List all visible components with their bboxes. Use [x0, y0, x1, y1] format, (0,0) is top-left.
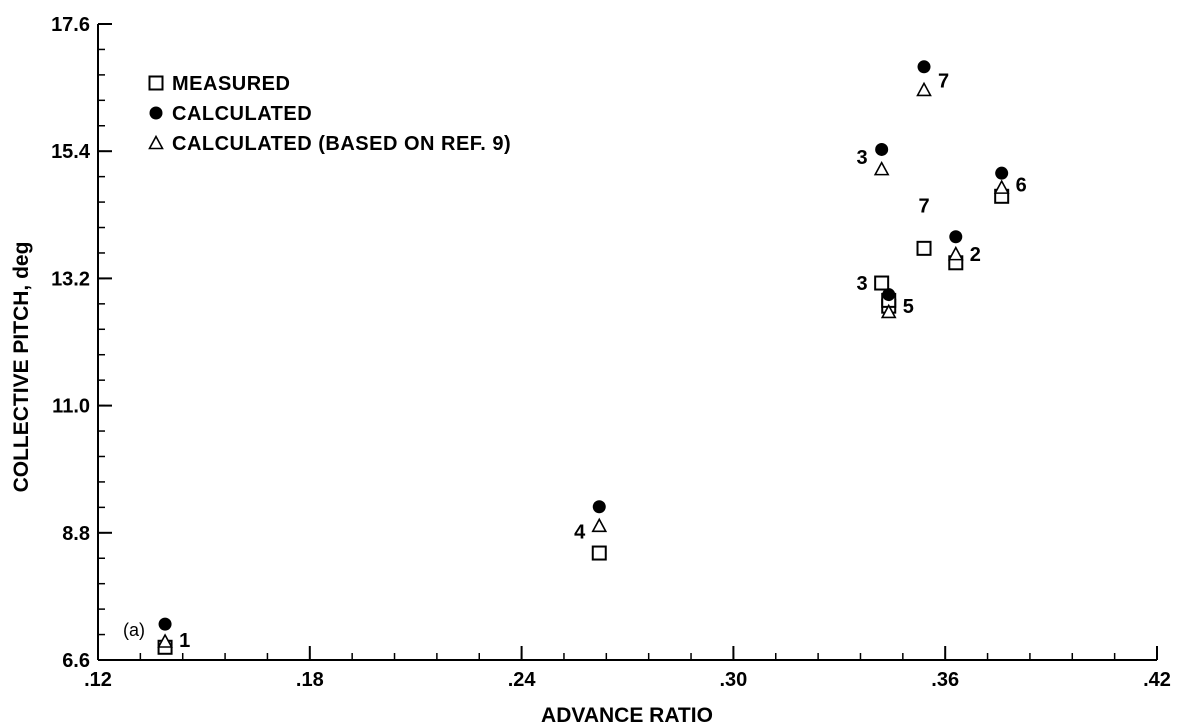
legend-entry-label: CALCULATED (BASED ON REF. 9) — [172, 133, 511, 155]
point-square-open — [916, 240, 932, 256]
point-triangle-open — [157, 633, 173, 648]
point-label: 2 — [970, 244, 981, 266]
point-triangle-open — [873, 160, 890, 176]
y-tick-label: 13.2 — [51, 268, 90, 290]
point-labels: 1 4 3 3 5 7 7 2 6 — [179, 71, 1027, 652]
point-square-open — [874, 275, 890, 291]
point-label: 3 — [857, 147, 868, 169]
point-triangle-open — [880, 303, 897, 319]
point-circle-filled — [949, 230, 963, 244]
y-tick-label: 15.4 — [51, 141, 91, 163]
x-axis-title: ADVANCE RATIO — [541, 704, 713, 727]
point-triangle-open — [947, 245, 964, 261]
point-circle-filled — [995, 166, 1009, 180]
x-tick-label: .36 — [931, 669, 959, 691]
y-tick-label: 11.0 — [52, 396, 90, 418]
legend-marker-circle-filled — [149, 106, 163, 120]
x-tick-label: .12 — [84, 669, 112, 691]
y-tick-label: 6.6 — [62, 650, 90, 672]
x-tick-label: .24 — [508, 669, 537, 691]
point-triangle-open — [916, 81, 932, 97]
axes — [97, 24, 1157, 661]
legend-marker-triangle-open — [148, 134, 164, 150]
y-axis-title: COLLECTIVE PITCH, deg — [10, 242, 33, 493]
y-tick-label: 17.6 — [51, 14, 90, 36]
point-circle-filled — [882, 288, 896, 302]
x-tick-label: .42 — [1143, 669, 1171, 691]
legend-marker-square-open — [148, 75, 164, 91]
point-label: 5 — [903, 296, 914, 318]
legend-entry-label: MEASURED — [172, 73, 290, 95]
axis-ticks: .12 .18 .24 .30 .36 .42 6.6 8.8 11.0 13.2 15.4 17.6 — [51, 14, 1171, 691]
point-label: 3 — [857, 273, 868, 295]
point-circle-filled — [158, 617, 172, 631]
legend-entry-label: CALCULATED — [172, 103, 312, 125]
y-tick-label: 8.8 — [62, 523, 90, 545]
data-points — [157, 60, 1010, 655]
point-label: 7 — [938, 71, 949, 93]
point-label: 6 — [1016, 175, 1027, 197]
point-circle-filled — [592, 500, 606, 514]
x-tick-label: .30 — [719, 669, 747, 691]
point-triangle-open — [591, 517, 608, 533]
point-label: 7 — [918, 196, 929, 218]
point-circle-filled — [917, 60, 931, 74]
point-label: 4 — [574, 522, 586, 544]
point-circle-filled — [875, 142, 889, 156]
point-label: 1 — [179, 630, 190, 652]
point-square-open — [591, 545, 607, 561]
x-tick-label: .18 — [296, 669, 324, 691]
panel-label: (a) — [123, 620, 145, 640]
legend: MEASURED CALCULATED CALCULATED (BASED ON R… — [148, 73, 511, 155]
point-triangle-open — [993, 179, 1010, 194]
